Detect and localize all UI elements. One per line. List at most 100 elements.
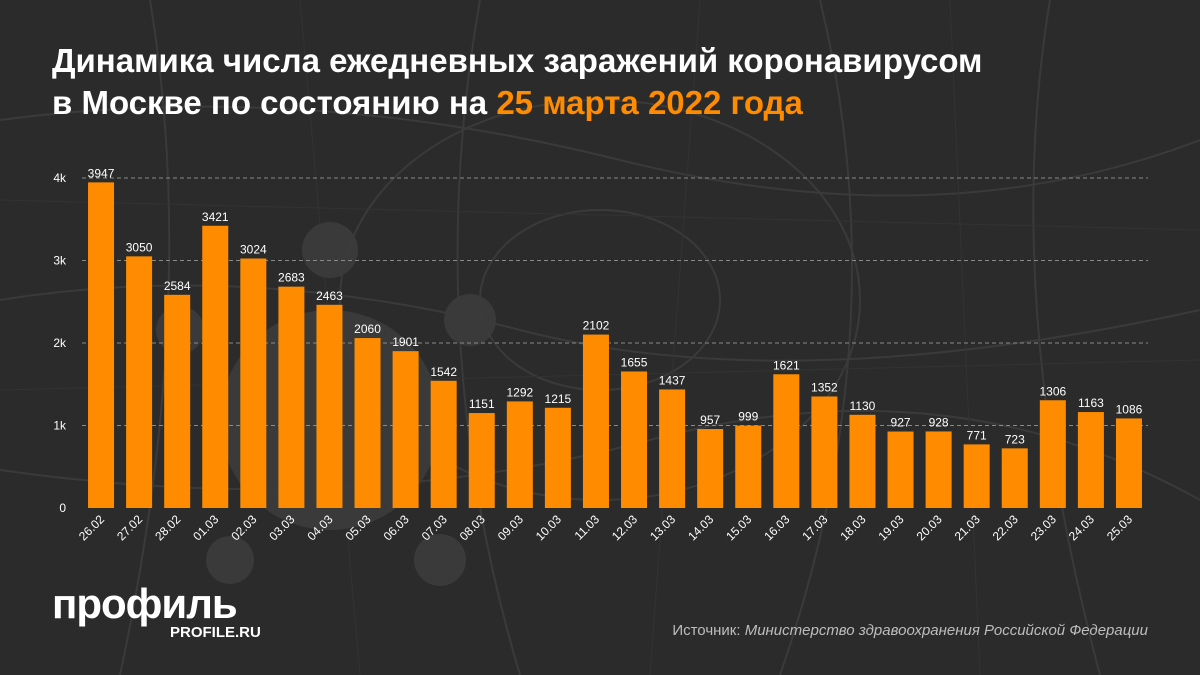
x-tick-label: 20.03 — [914, 512, 945, 543]
y-tick-label: 0 — [59, 501, 66, 515]
bar-value-label: 927 — [891, 416, 911, 430]
bar — [773, 374, 800, 508]
bar — [164, 294, 191, 508]
bar-value-label: 1292 — [506, 385, 533, 399]
bar-value-label: 1306 — [1039, 384, 1066, 398]
x-tick-label: 01.03 — [190, 512, 221, 543]
bar-value-label: 2060 — [354, 322, 381, 336]
x-tick-label: 02.03 — [228, 512, 259, 543]
x-tick-label: 03.03 — [266, 512, 297, 543]
bar — [202, 225, 229, 508]
bar-value-label: 771 — [967, 428, 987, 442]
bar — [430, 380, 457, 508]
bar — [506, 401, 533, 508]
bar — [697, 429, 724, 508]
bar — [811, 396, 838, 508]
title-date-highlight: 25 марта 2022 года — [496, 84, 803, 121]
bar — [240, 258, 267, 508]
value-labels: 3947 3050 2584 3421 3024 2683 2463 2060 1901 1542… — [88, 166, 1143, 446]
bar — [392, 351, 419, 508]
bar-value-label: 2463 — [316, 289, 343, 303]
bar — [1039, 400, 1066, 508]
bar-value-label: 1215 — [545, 392, 572, 406]
x-tick-label: 05.03 — [343, 512, 374, 543]
bar — [1115, 418, 1142, 508]
bar-value-label: 928 — [929, 415, 949, 429]
x-tick-label: 11.03 — [572, 512, 603, 543]
y-tick-label: 3k — [53, 254, 67, 268]
y-tick-label: 1k — [53, 419, 67, 433]
bar-value-label: 3050 — [126, 240, 153, 254]
x-tick-label: 07.03 — [419, 512, 450, 543]
y-axis-ticks: 0 1k 2k 3k 4k — [53, 171, 67, 515]
bar-value-label: 1901 — [392, 335, 419, 349]
x-tick-label: 19.03 — [876, 512, 907, 543]
bar — [126, 256, 153, 508]
title-line-2-text: в Москве по состоянию на — [52, 84, 497, 121]
bar-value-label: 1437 — [659, 373, 686, 387]
bar-value-label: 1086 — [1116, 402, 1143, 416]
x-tick-label: 27.02 — [114, 512, 145, 543]
bar-value-label: 1655 — [621, 355, 648, 369]
x-tick-label: 28.02 — [152, 512, 183, 543]
bar — [468, 413, 495, 508]
bar — [925, 431, 952, 508]
x-tick-label: 13.03 — [647, 512, 678, 543]
profile-url: PROFILE.RU — [170, 624, 261, 641]
x-tick-label: 23.03 — [1028, 512, 1059, 543]
bar-value-label: 3421 — [202, 210, 229, 224]
bar — [887, 431, 914, 508]
x-tick-label: 14.03 — [685, 512, 716, 543]
bars — [88, 182, 1142, 508]
bar — [354, 338, 381, 508]
chart-title: Динамика числа ежедневных заражений коро… — [52, 40, 1172, 124]
x-tick-label: 26.02 — [76, 512, 107, 543]
bar — [735, 425, 762, 508]
x-axis-ticks: 26.02 27.02 28.02 01.03 02.03 03.03 04.03 05.03… — [76, 512, 1135, 543]
bar — [582, 334, 609, 508]
bar — [659, 389, 686, 508]
bar-value-label: 999 — [738, 410, 758, 424]
x-tick-label: 18.03 — [837, 512, 868, 543]
source-note: Источник: Министерство здравоохранения Р… — [672, 622, 1148, 639]
x-tick-label: 22.03 — [990, 512, 1021, 543]
bar-value-label: 1352 — [811, 380, 838, 394]
bar-value-label: 723 — [1005, 432, 1025, 446]
bar — [621, 371, 648, 508]
x-tick-label: 08.03 — [457, 512, 488, 543]
bar-value-label: 1151 — [469, 397, 495, 411]
bar-value-label: 1130 — [850, 399, 876, 413]
bar — [278, 286, 305, 508]
profile-logo: профиль — [52, 580, 238, 627]
title-line-2: в Москве по состоянию на 25 марта 2022 г… — [52, 82, 1172, 124]
bar-value-label: 1621 — [773, 358, 800, 372]
bar — [1001, 448, 1028, 508]
x-tick-label: 24.03 — [1066, 512, 1097, 543]
bar-value-label: 3024 — [240, 243, 267, 257]
x-tick-label: 17.03 — [799, 512, 830, 543]
y-tick-label: 2k — [53, 336, 67, 350]
bar — [316, 304, 343, 508]
x-tick-label: 04.03 — [304, 512, 335, 543]
title-line-1: Динамика числа ежедневных заражений коро… — [52, 42, 983, 79]
x-tick-label: 12.03 — [609, 512, 640, 543]
y-tick-label: 4k — [53, 171, 67, 185]
bar-value-label: 1542 — [430, 365, 457, 379]
bar — [544, 407, 571, 508]
bar-value-label: 2584 — [164, 279, 191, 293]
x-tick-label: 25.03 — [1104, 512, 1135, 543]
bar-value-label: 2102 — [583, 319, 610, 333]
x-tick-label: 16.03 — [761, 512, 792, 543]
bar-value-label: 1163 — [1078, 396, 1104, 410]
x-tick-label: 15.03 — [723, 512, 754, 543]
bar — [849, 414, 876, 508]
x-tick-label: 21.03 — [952, 512, 983, 543]
bar-value-label: 2683 — [278, 271, 305, 285]
x-tick-label: 06.03 — [381, 512, 412, 543]
bar — [88, 182, 115, 508]
bar-value-label: 3947 — [88, 166, 115, 180]
x-tick-label: 09.03 — [495, 512, 526, 543]
source-text: Министерство здравоохранения Российской … — [744, 622, 1148, 639]
x-tick-label: 10.03 — [533, 512, 564, 543]
